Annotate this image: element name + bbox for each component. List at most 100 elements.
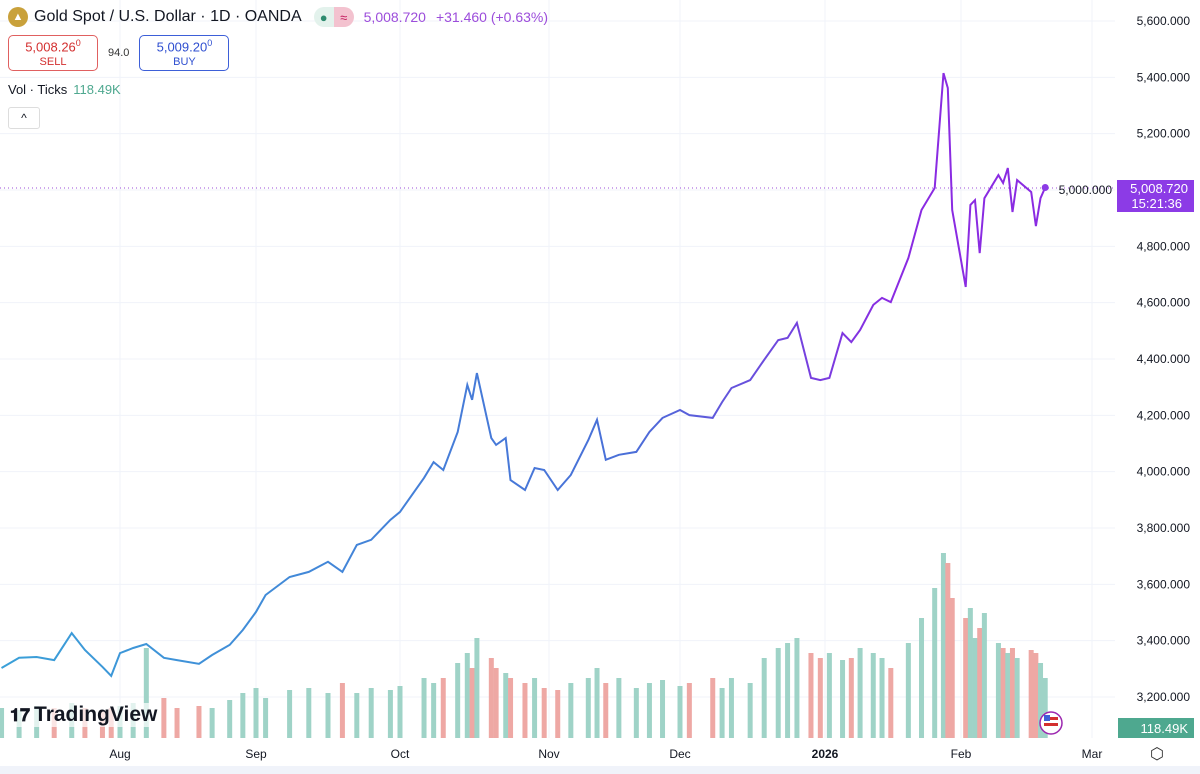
volume-bar [196,706,202,738]
collapse-legend-button[interactable]: ^ [8,107,40,129]
y-tick-label: 5,200.000 [1137,127,1191,141]
spread: 94.0 [108,47,130,59]
volume-bar [686,683,692,738]
volume-bar [161,698,167,738]
volume-bar [508,678,514,738]
volume-bar [227,700,233,738]
volume-bar [660,680,666,738]
volume-bar [719,688,725,738]
market-open-dot-icon: ● [313,7,334,27]
volume-bar [761,658,767,738]
y-tick-label: 3,200.000 [1137,690,1191,704]
time-axis[interactable]: Aug Sep Oct Nov Dec 2026 Feb Mar [109,747,1102,761]
x-tick-label: Feb [951,747,972,761]
volume-bar [532,678,538,738]
volume-bar [474,638,480,738]
sell-label: SELL [39,55,67,68]
volume-bar [1042,678,1048,738]
y-tick-label: 5,600.000 [1137,14,1191,28]
buy-button[interactable]: 5,009.200 BUY [139,35,230,71]
symbol-title[interactable]: Gold Spot / U.S. Dollar · 1D · OANDA [34,8,302,25]
sell-button[interactable]: 5,008.260 SELL [8,35,98,71]
volume-bar [785,643,791,738]
volume-bar [240,693,246,738]
price-change: +31.460 (+0.63%) [435,9,549,25]
delayed-data-icon: ≈ [333,7,354,27]
y-tick-label: 3,800.000 [1137,521,1191,535]
buy-price: 5,009.20 [156,39,208,55]
x-tick-label: Oct [391,747,410,761]
volume-bar [919,618,925,738]
volume-value-legend: 118.49K [73,82,121,97]
bottom-bar [0,766,1200,774]
last-price-label: 5,008.720 15:21:36 [1117,180,1194,212]
volume-bar [325,693,331,738]
y-tick-label: 4,000.000 [1137,465,1191,479]
volume-bar [905,643,911,738]
volume-bar [826,653,832,738]
x-tick-label: Aug [109,747,130,761]
y-tick-label: 5,000.000 [1059,183,1113,197]
volume-bar [585,678,591,738]
x-tick-label: Mar [1082,747,1103,761]
us-flag-icon[interactable] [1039,711,1063,735]
volume-bar [967,608,973,738]
gold-symbol-icon: ▲ [8,7,28,27]
settings-icon[interactable]: ⬡ [1150,746,1164,763]
volume-bar [287,690,293,738]
volume-bar [1038,663,1044,738]
volume-bar [387,690,393,738]
volume-bar [940,553,946,738]
volume-bar [1014,658,1020,738]
volume-bar [728,678,734,738]
y-tick-label: 4,600.000 [1137,296,1191,310]
last-price: 5,008.720 [363,9,426,25]
y-tick-label: 5,400.000 [1137,70,1191,84]
volume-bar [977,628,983,738]
last-price-value: 5,008.720 [1130,181,1188,196]
volume-bar [963,618,969,738]
volume-label: Vol · Ticks [8,82,68,97]
volume-bar [493,668,499,738]
trade-panel: 5,008.260 SELL 94.0 5,009.200 BUY [8,35,230,71]
volume-bar [1005,653,1011,738]
tradingview-logo[interactable]: 𝟏𝟕 TradingView [10,703,158,727]
tradingview-mark-icon: 𝟏𝟕 [10,704,31,725]
volume-bar [870,653,876,738]
volume-bar [306,688,312,738]
sell-price: 5,008.26 [25,39,76,55]
volume-bar [440,678,446,738]
volume-bar [594,668,600,738]
volume-bar [143,648,149,738]
volume-bar [469,668,475,738]
volume-bar [455,663,461,738]
volume-bar [857,648,863,738]
price-line [0,72,1047,678]
volume-bar [263,698,269,738]
tradingview-wordmark: TradingView [34,703,158,726]
volume-value: 118.49K [1141,721,1189,736]
sell-price-fraction: 0 [75,38,81,49]
volume-bar [368,688,374,738]
volume-bar [464,653,470,738]
volume-legend[interactable]: Vol · Ticks 118.49K [8,82,121,97]
volume-bar [633,688,639,738]
market-status-badge[interactable]: ● ≈ [313,7,354,27]
x-tick-label: Nov [538,747,559,761]
volume-bar [808,653,814,738]
volume-bar [568,683,574,738]
volume-bar [616,678,622,738]
x-tick-label: Sep [245,747,267,761]
volume-bar [209,708,215,738]
y-tick-label: 4,800.000 [1137,239,1191,253]
volume-bar [354,693,360,738]
price-axis[interactable]: 5,600.000 5,400.000 5,200.000 5,000.000 4,80… [1059,14,1191,704]
volume-bar [840,660,846,738]
volume-bar [747,683,753,738]
y-tick-label: 3,400.000 [1137,634,1191,648]
volume-bar [503,673,509,738]
volume-bar [972,638,978,738]
volume-bar [397,686,403,738]
volume-bar [603,683,609,738]
